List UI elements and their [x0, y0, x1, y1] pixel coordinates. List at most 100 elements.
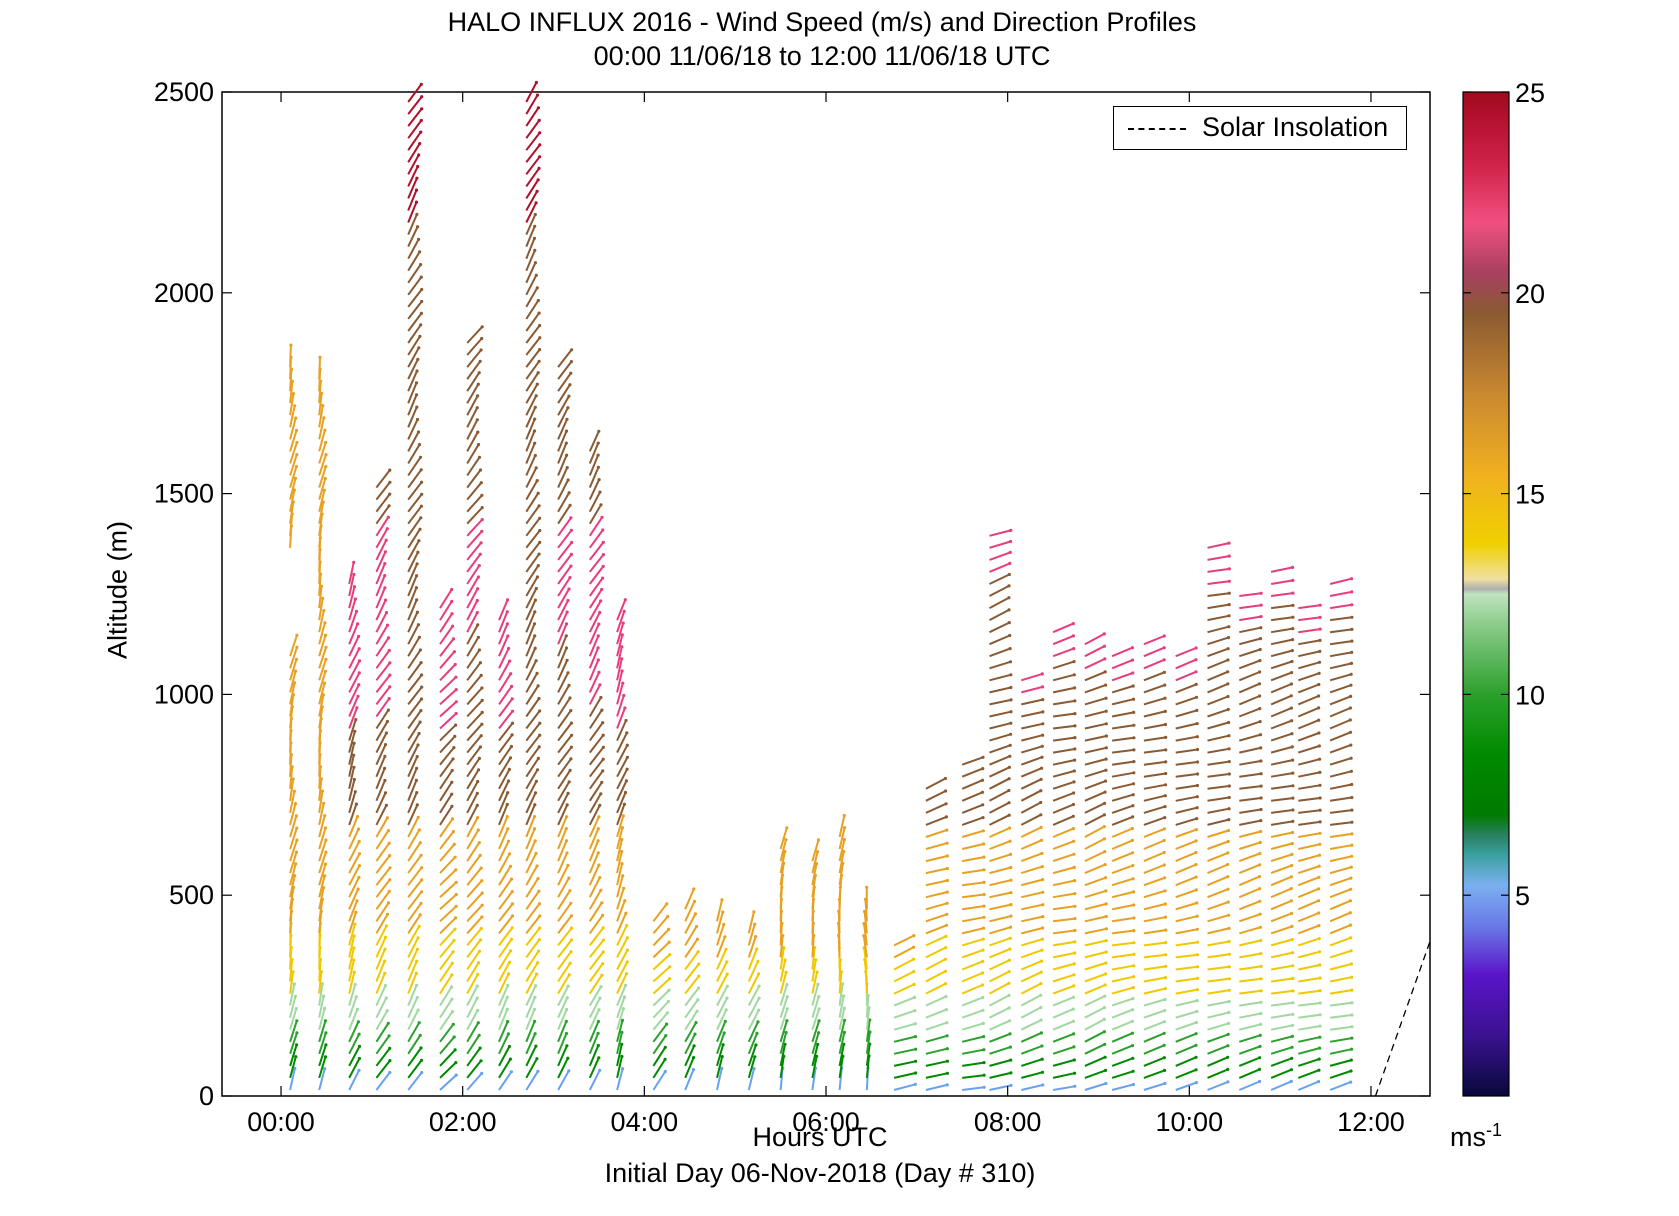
wind-barb-head — [533, 995, 537, 1000]
wind-barb-head — [1350, 1013, 1354, 1017]
y-tick-label: 1500 — [154, 479, 214, 509]
wind-barb-head — [1009, 710, 1013, 714]
wind-barb — [1239, 841, 1261, 850]
wind-barb-head — [533, 441, 537, 445]
wind-barb — [1084, 1030, 1105, 1043]
wind-barb — [588, 442, 600, 464]
wind-barb — [407, 177, 418, 199]
wind-barb — [375, 505, 390, 525]
wind-barb-head — [1227, 999, 1231, 1004]
wind-barb — [989, 733, 1011, 742]
wind-barb-head — [418, 527, 422, 531]
wind-barb — [1270, 831, 1293, 838]
wind-barb-head — [478, 468, 483, 472]
wind-barb — [498, 915, 514, 935]
wind-barb-head — [416, 430, 421, 434]
wind-barb — [989, 801, 1010, 814]
wind-barb — [557, 877, 570, 898]
wind-barb-head — [357, 634, 361, 639]
wind-barb — [407, 710, 422, 730]
wind-barb — [716, 948, 727, 970]
wind-barb-head — [697, 962, 701, 966]
wind-barb — [1239, 772, 1262, 778]
wind-barb — [616, 610, 626, 633]
wind-barb — [466, 1022, 480, 1043]
wind-barb — [1175, 806, 1198, 814]
wind-barb — [557, 659, 569, 681]
wind-barb — [439, 701, 457, 718]
wind-barb — [525, 541, 541, 561]
wind-barb — [1111, 929, 1135, 935]
wind-barb-head — [570, 733, 574, 737]
wind-barb — [1239, 939, 1261, 947]
wind-barb — [961, 816, 984, 826]
wind-barb-head — [1071, 814, 1075, 818]
wind-barb-head — [570, 926, 574, 930]
wind-barb-head — [1009, 865, 1013, 870]
wind-barb — [289, 501, 295, 524]
wind-barb-head — [420, 95, 424, 99]
wind-barb-head — [537, 938, 541, 942]
wind-barb — [557, 418, 568, 440]
wind-barb — [318, 694, 325, 717]
wind-barb-head — [1039, 789, 1043, 793]
wind-barb-head — [601, 938, 606, 942]
wind-barb-head — [454, 1073, 458, 1077]
wind-barb — [466, 636, 480, 657]
wind-barb — [1297, 1080, 1319, 1091]
wind-barb-head — [352, 572, 356, 577]
wind-barb — [557, 1070, 570, 1091]
wind-barb-head — [667, 940, 671, 944]
wind-barb-head — [355, 815, 360, 819]
wind-barb — [588, 709, 603, 730]
wind-barb — [616, 949, 629, 970]
wind-barb-head — [415, 574, 419, 578]
wind-barb — [439, 600, 453, 621]
wind-barb — [348, 779, 356, 802]
wind-barb-head — [1291, 565, 1295, 570]
wind-barb — [1298, 771, 1321, 778]
wind-barb — [375, 842, 391, 862]
wind-barb — [684, 1010, 698, 1031]
wind-barb — [375, 709, 390, 730]
wind-barb-head — [1291, 819, 1295, 824]
wind-barb-head — [1289, 706, 1293, 710]
wind-barb — [961, 949, 984, 959]
wind-barb — [1021, 1071, 1043, 1079]
wind-barb — [439, 830, 455, 850]
wind-barb — [1021, 722, 1044, 730]
wind-barb-head — [695, 1009, 699, 1013]
wind-barb-head — [1071, 1007, 1075, 1011]
wind-barb-head — [1071, 995, 1075, 999]
wind-barb — [1329, 616, 1353, 622]
wind-barb-head — [450, 985, 454, 989]
wind-barb-head — [454, 700, 458, 704]
chart-title: HALO INFLUX 2016 - Wind Speed (m/s) and … — [447, 7, 1197, 37]
wind-barb — [466, 674, 482, 694]
wind-barb — [779, 947, 785, 970]
wind-barb — [1207, 721, 1229, 730]
wind-barb-head — [388, 878, 392, 882]
wind-barb-head — [668, 953, 672, 957]
wind-barb-head — [383, 959, 387, 963]
wind-barb-head — [1348, 911, 1352, 915]
wind-barb-head — [510, 684, 514, 689]
wind-barb-head — [419, 853, 423, 857]
wind-barb — [557, 865, 569, 886]
wind-barb-head — [1318, 976, 1322, 980]
wind-barb-head — [535, 864, 539, 868]
wind-barb-head — [418, 1033, 422, 1037]
wind-barb-head — [694, 924, 699, 929]
wind-barb — [498, 611, 509, 633]
wind-barb-head — [815, 970, 819, 974]
wind-barb — [1084, 962, 1107, 971]
wind-barb — [375, 1047, 391, 1067]
colorbar — [1462, 91, 1510, 1097]
wind-barb-head — [1041, 733, 1045, 737]
wind-barb-head — [324, 1031, 328, 1035]
wind-barb — [1052, 984, 1075, 995]
wind-barb-head — [913, 1022, 917, 1026]
wind-barb-head — [293, 681, 297, 685]
wind-barb — [557, 1057, 569, 1079]
wind-barb — [961, 779, 983, 790]
